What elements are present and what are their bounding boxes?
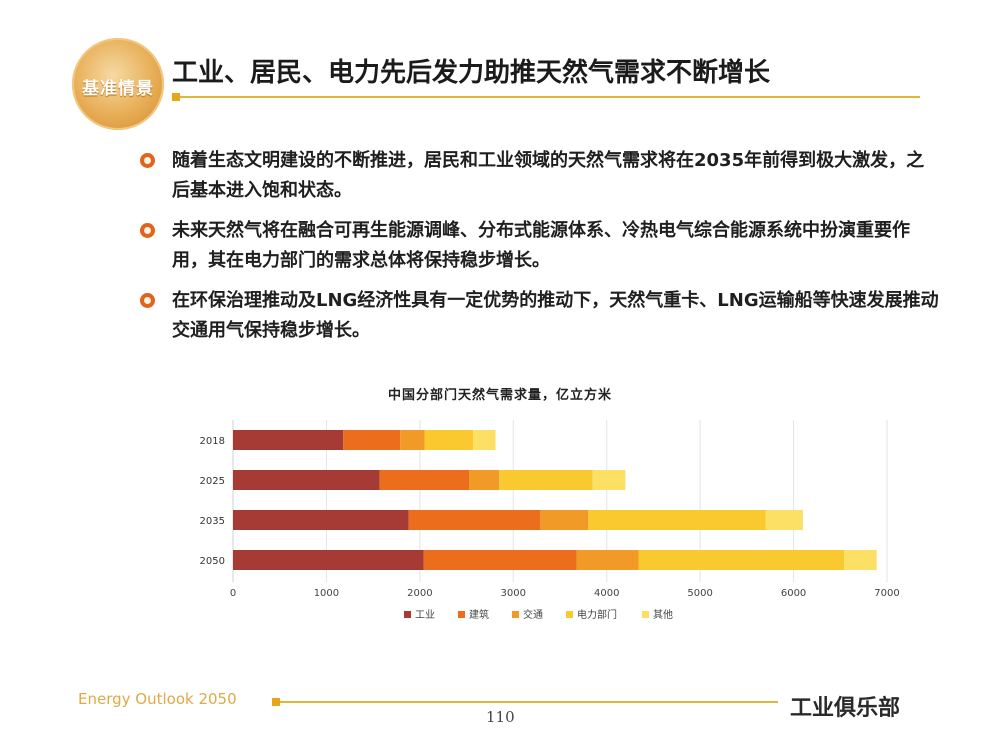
bullet-text: 在环保治理推动及LNG经济性具有一定优势的推动下，天然气重卡、LNG运输船等快速…: [172, 290, 939, 341]
footer-divider-marker: [272, 698, 280, 706]
title-divider: [178, 96, 920, 98]
legend-swatch: [458, 611, 465, 618]
bar-segment: [576, 550, 639, 570]
bullet-list: 随着生态文明建设的不断推进，居民和工业领域的天然气需求将在2035年前得到极大激…: [140, 146, 940, 356]
bar-segment: [638, 550, 845, 570]
legend-label: 工业: [415, 609, 435, 621]
bar-segment: [408, 510, 541, 530]
bullet-item: 随着生态文明建设的不断推进，居民和工业领域的天然气需求将在2035年前得到极大激…: [140, 146, 940, 206]
x-tick-label: 2000: [407, 588, 432, 599]
bullet-text: 未来天然气将在融合可再生能源调峰、分布式能源体系、冷热电气综合能源系统中扮演重要…: [172, 220, 910, 271]
category-label: 2018: [200, 436, 225, 447]
watermark-text: 工业俱乐部: [790, 696, 901, 721]
footer-divider: [278, 701, 778, 703]
category-label: 2025: [200, 476, 225, 487]
bar-segment: [588, 510, 766, 530]
legend-label: 交通: [523, 608, 543, 621]
bar-segment: [233, 470, 380, 490]
logo-text: 基准情景: [82, 79, 154, 99]
bar-segment: [499, 470, 593, 490]
legend-swatch: [642, 611, 649, 618]
legend-label: 电力部门: [577, 608, 617, 621]
x-tick-label: 4000: [594, 588, 619, 599]
bar-segment: [423, 550, 577, 570]
bar-segment: [233, 430, 344, 450]
bullet-icon: [140, 223, 155, 238]
bar-segment: [233, 550, 424, 570]
bullet-icon: [140, 293, 155, 308]
bar-segment: [379, 470, 470, 490]
logo-badge: 基准情景: [72, 38, 164, 130]
x-tick-label: 3000: [501, 588, 526, 599]
bullet-text: 随着生态文明建设的不断推进，居民和工业领域的天然气需求将在2035年前得到极大激…: [172, 150, 925, 201]
bar-segment: [233, 510, 409, 530]
category-label: 2050: [200, 556, 225, 567]
bar-segment: [400, 430, 425, 450]
bar-segment: [469, 470, 500, 490]
bullet-item: 在环保治理推动及LNG经济性具有一定优势的推动下，天然气重卡、LNG运输船等快速…: [140, 286, 940, 346]
bullet-item: 未来天然气将在融合可再生能源调峰、分布式能源体系、冷热电气综合能源系统中扮演重要…: [140, 216, 940, 276]
bar-segment: [844, 550, 877, 570]
category-label: 2035: [200, 516, 225, 527]
footer-report-name: Energy Outlook 2050: [78, 690, 237, 708]
x-tick-label: 0: [230, 588, 236, 599]
chart-title: 中国分部门天然气需求量，亿立方米: [387, 388, 612, 403]
bullet-icon: [140, 153, 155, 168]
legend-swatch: [566, 611, 573, 618]
x-tick-label: 1000: [314, 588, 339, 599]
x-tick-label: 6000: [781, 588, 806, 599]
x-tick-label: 7000: [874, 588, 899, 599]
bar-segment: [540, 510, 589, 530]
bar-segment: [343, 430, 401, 450]
bar-segment: [424, 430, 474, 450]
legend-label: 建筑: [469, 608, 489, 621]
page-number: 110: [486, 708, 515, 726]
legend-swatch: [512, 611, 519, 618]
page-title: 工业、居民、电力先后发力助推天然气需求不断增长: [172, 58, 771, 88]
bar-segment: [473, 430, 496, 450]
bar-segment: [765, 510, 803, 530]
legend-swatch: [404, 611, 411, 618]
bar-segment: [592, 470, 626, 490]
legend-label: 其他: [653, 608, 673, 621]
x-tick-label: 5000: [687, 588, 712, 599]
title-divider-marker: [172, 93, 180, 101]
